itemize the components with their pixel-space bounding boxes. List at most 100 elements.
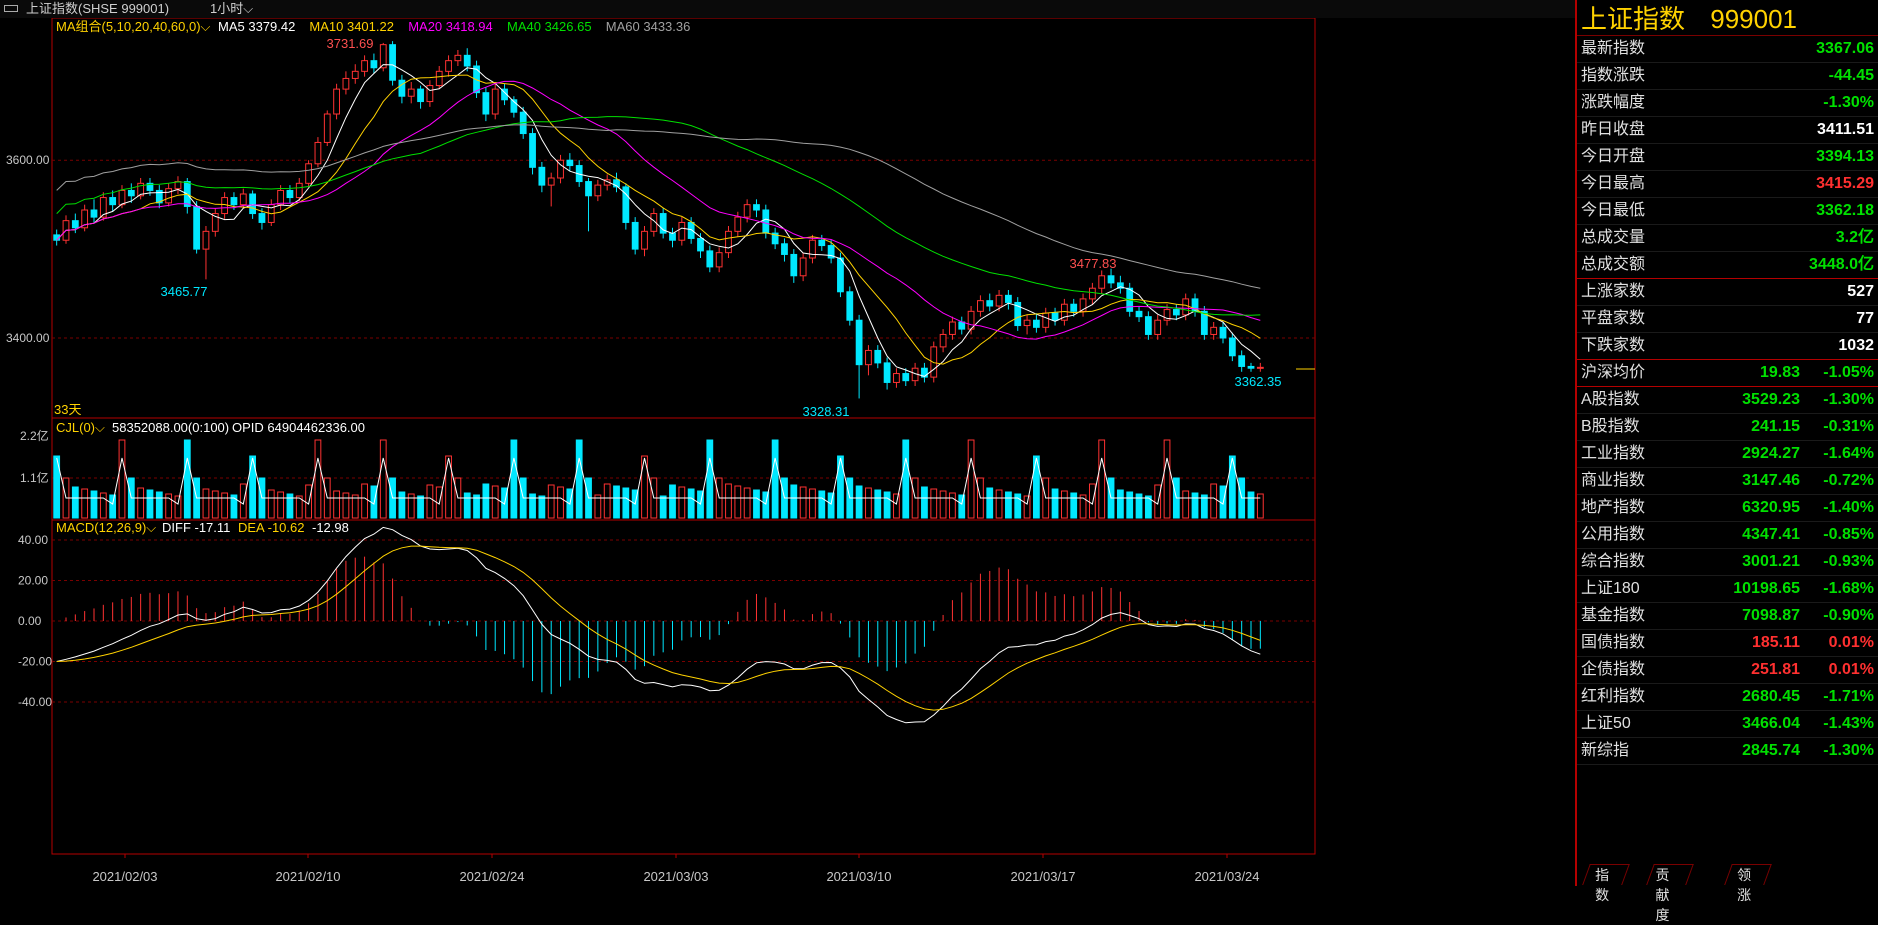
diff-line xyxy=(56,526,1261,724)
quote-value: 4347.41 xyxy=(1742,526,1800,543)
vol-bar xyxy=(659,495,667,519)
days-count: 33天 xyxy=(54,402,81,417)
candle xyxy=(1182,298,1190,316)
quote-label: 上涨家数 xyxy=(1581,283,1646,300)
candle xyxy=(1107,275,1115,284)
quote-value: 77 xyxy=(1856,310,1874,327)
quote-value: 3394.13 xyxy=(1816,148,1874,165)
quote-change: 0.01% xyxy=(1828,661,1874,678)
quote-value: 3466.04 xyxy=(1742,715,1800,732)
period-select[interactable]: 1小时⌵ xyxy=(210,1,254,16)
vol-bar xyxy=(379,439,387,519)
candle xyxy=(258,213,266,223)
vol-bar xyxy=(361,483,368,519)
quote-label: 今日最高 xyxy=(1581,175,1646,192)
vol-bar xyxy=(734,485,742,519)
vol-bar xyxy=(1060,490,1068,519)
candle xyxy=(389,44,396,81)
quote-label: A股指数 xyxy=(1581,391,1640,408)
index-code: 999001 xyxy=(1710,4,1798,34)
kline-chart[interactable]: 3600.00 3400.00 3731.69 3465.77 3328.31 3477.… xyxy=(0,0,1575,886)
vol-bar xyxy=(230,494,238,519)
vol-bar xyxy=(1088,483,1096,519)
candle xyxy=(529,133,536,168)
candle xyxy=(305,163,312,184)
window-title: 上证指数(SHSE 999001) xyxy=(26,1,170,16)
candle xyxy=(370,60,378,69)
macd-diff: DIFF -17.11 xyxy=(162,520,230,535)
quote-row: 下跌家数 1032 xyxy=(1577,333,1878,360)
candle xyxy=(445,60,452,72)
vol-bar xyxy=(277,491,284,519)
ma-legend-item: MA40 3426.65 xyxy=(507,19,592,34)
quote-label: 上证180 xyxy=(1581,580,1640,597)
candle xyxy=(501,88,508,101)
candle xyxy=(193,205,201,250)
vol-bar xyxy=(473,494,480,519)
vol-title: CJL(0)⌵ xyxy=(56,420,105,435)
vol-bar xyxy=(463,492,471,519)
candle xyxy=(902,373,910,382)
vol-bar xyxy=(762,491,770,519)
vol-bar xyxy=(687,488,695,519)
vol-bar xyxy=(165,493,173,519)
candle xyxy=(1070,303,1078,312)
quote-change: -1.71% xyxy=(1823,688,1874,705)
candle xyxy=(958,321,966,330)
date-label: 2021/02/03 xyxy=(92,869,157,884)
candle xyxy=(81,209,89,229)
window-icon[interactable] xyxy=(4,5,18,12)
candle xyxy=(277,189,284,206)
tab-leaders[interactable]: 领涨 xyxy=(1724,864,1772,903)
candle xyxy=(118,189,126,206)
quote-change: -0.31% xyxy=(1823,418,1874,435)
vol-bar xyxy=(575,439,583,519)
quote-value: 3147.46 xyxy=(1742,472,1800,489)
candle xyxy=(286,189,294,199)
label-low: 3328.31 xyxy=(803,404,850,419)
vol-bar xyxy=(967,439,975,519)
date-label: 2021/02/10 xyxy=(275,869,340,884)
vol-bar xyxy=(725,483,732,519)
quote-value: 3362.18 xyxy=(1816,202,1874,219)
vol-bar xyxy=(202,488,210,519)
vol-bar xyxy=(538,495,546,519)
candle xyxy=(1172,309,1180,316)
tab-contribution[interactable]: 贡献度 xyxy=(1646,864,1694,923)
vol-bar xyxy=(137,487,145,519)
candle xyxy=(379,44,387,69)
quote-row: 地产指数 6320.95 -1.40% xyxy=(1577,495,1878,522)
candle xyxy=(221,197,229,215)
quote-value: 2680.45 xyxy=(1742,688,1800,705)
candle xyxy=(874,349,882,364)
vol-bar xyxy=(883,491,891,519)
candle xyxy=(846,291,854,321)
ma-line-10 xyxy=(56,74,1261,365)
quote-row: 综合指数 3001.21 -0.93% xyxy=(1577,549,1878,576)
vol-bar xyxy=(790,484,798,519)
vol-bar xyxy=(706,439,714,519)
candle xyxy=(547,177,555,186)
tab-index[interactable]: 指数 xyxy=(1582,864,1630,903)
vol-bar xyxy=(342,492,350,519)
candle xyxy=(771,232,779,245)
candle xyxy=(482,92,490,115)
candle xyxy=(1228,337,1236,357)
candle xyxy=(893,373,900,383)
quote-row: 上证180 10198.65 -1.68% xyxy=(1577,576,1878,603)
label-high: 3731.69 xyxy=(327,36,374,51)
ma-legend-item: MA60 3433.36 xyxy=(606,19,691,34)
quote-row: 最新指数 3367.06 xyxy=(1577,36,1878,63)
quote-value: 2845.74 xyxy=(1742,742,1800,759)
quote-label: 工业指数 xyxy=(1581,445,1646,462)
quote-change: -0.85% xyxy=(1823,526,1874,543)
candle xyxy=(99,197,107,218)
candle xyxy=(855,319,863,366)
candle xyxy=(799,257,807,277)
ma-legend-title: MA组合(5,10,20,40,60,0)⌵ xyxy=(56,19,211,34)
candle xyxy=(725,230,732,254)
quote-value: 10198.65 xyxy=(1733,580,1800,597)
vol-bar xyxy=(809,488,816,519)
quote-row: 国债指数 185.11 0.01% xyxy=(1577,630,1878,657)
ma-legend-item: MA20 3418.94 xyxy=(408,19,493,34)
